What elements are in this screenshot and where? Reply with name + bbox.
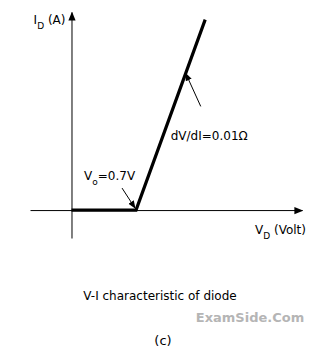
plot-area <box>71 20 205 210</box>
subtitle: (c) <box>154 333 171 348</box>
watermark: ExamSide.Com <box>196 310 304 325</box>
axis-line <box>31 210 303 211</box>
annotation: dV/dI=0.01Ω <box>171 129 248 143</box>
annotation: Vo=0.7V <box>84 169 136 187</box>
y-axis-title: ID (A) <box>34 13 66 31</box>
axis-line <box>71 13 72 239</box>
characteristic-line <box>71 20 205 210</box>
x-axis <box>31 210 303 211</box>
annotation-arrow <box>186 73 201 106</box>
chart: ID (A) VD (Volt) Vo=0.7V dV/dI=0.01Ω V-I cha… <box>0 0 327 361</box>
title: V-I characteristic of diode <box>83 289 236 303</box>
y-axis <box>71 13 72 239</box>
annotation-arrow <box>122 188 135 208</box>
x-axis-title: VD (Volt) <box>255 223 306 241</box>
